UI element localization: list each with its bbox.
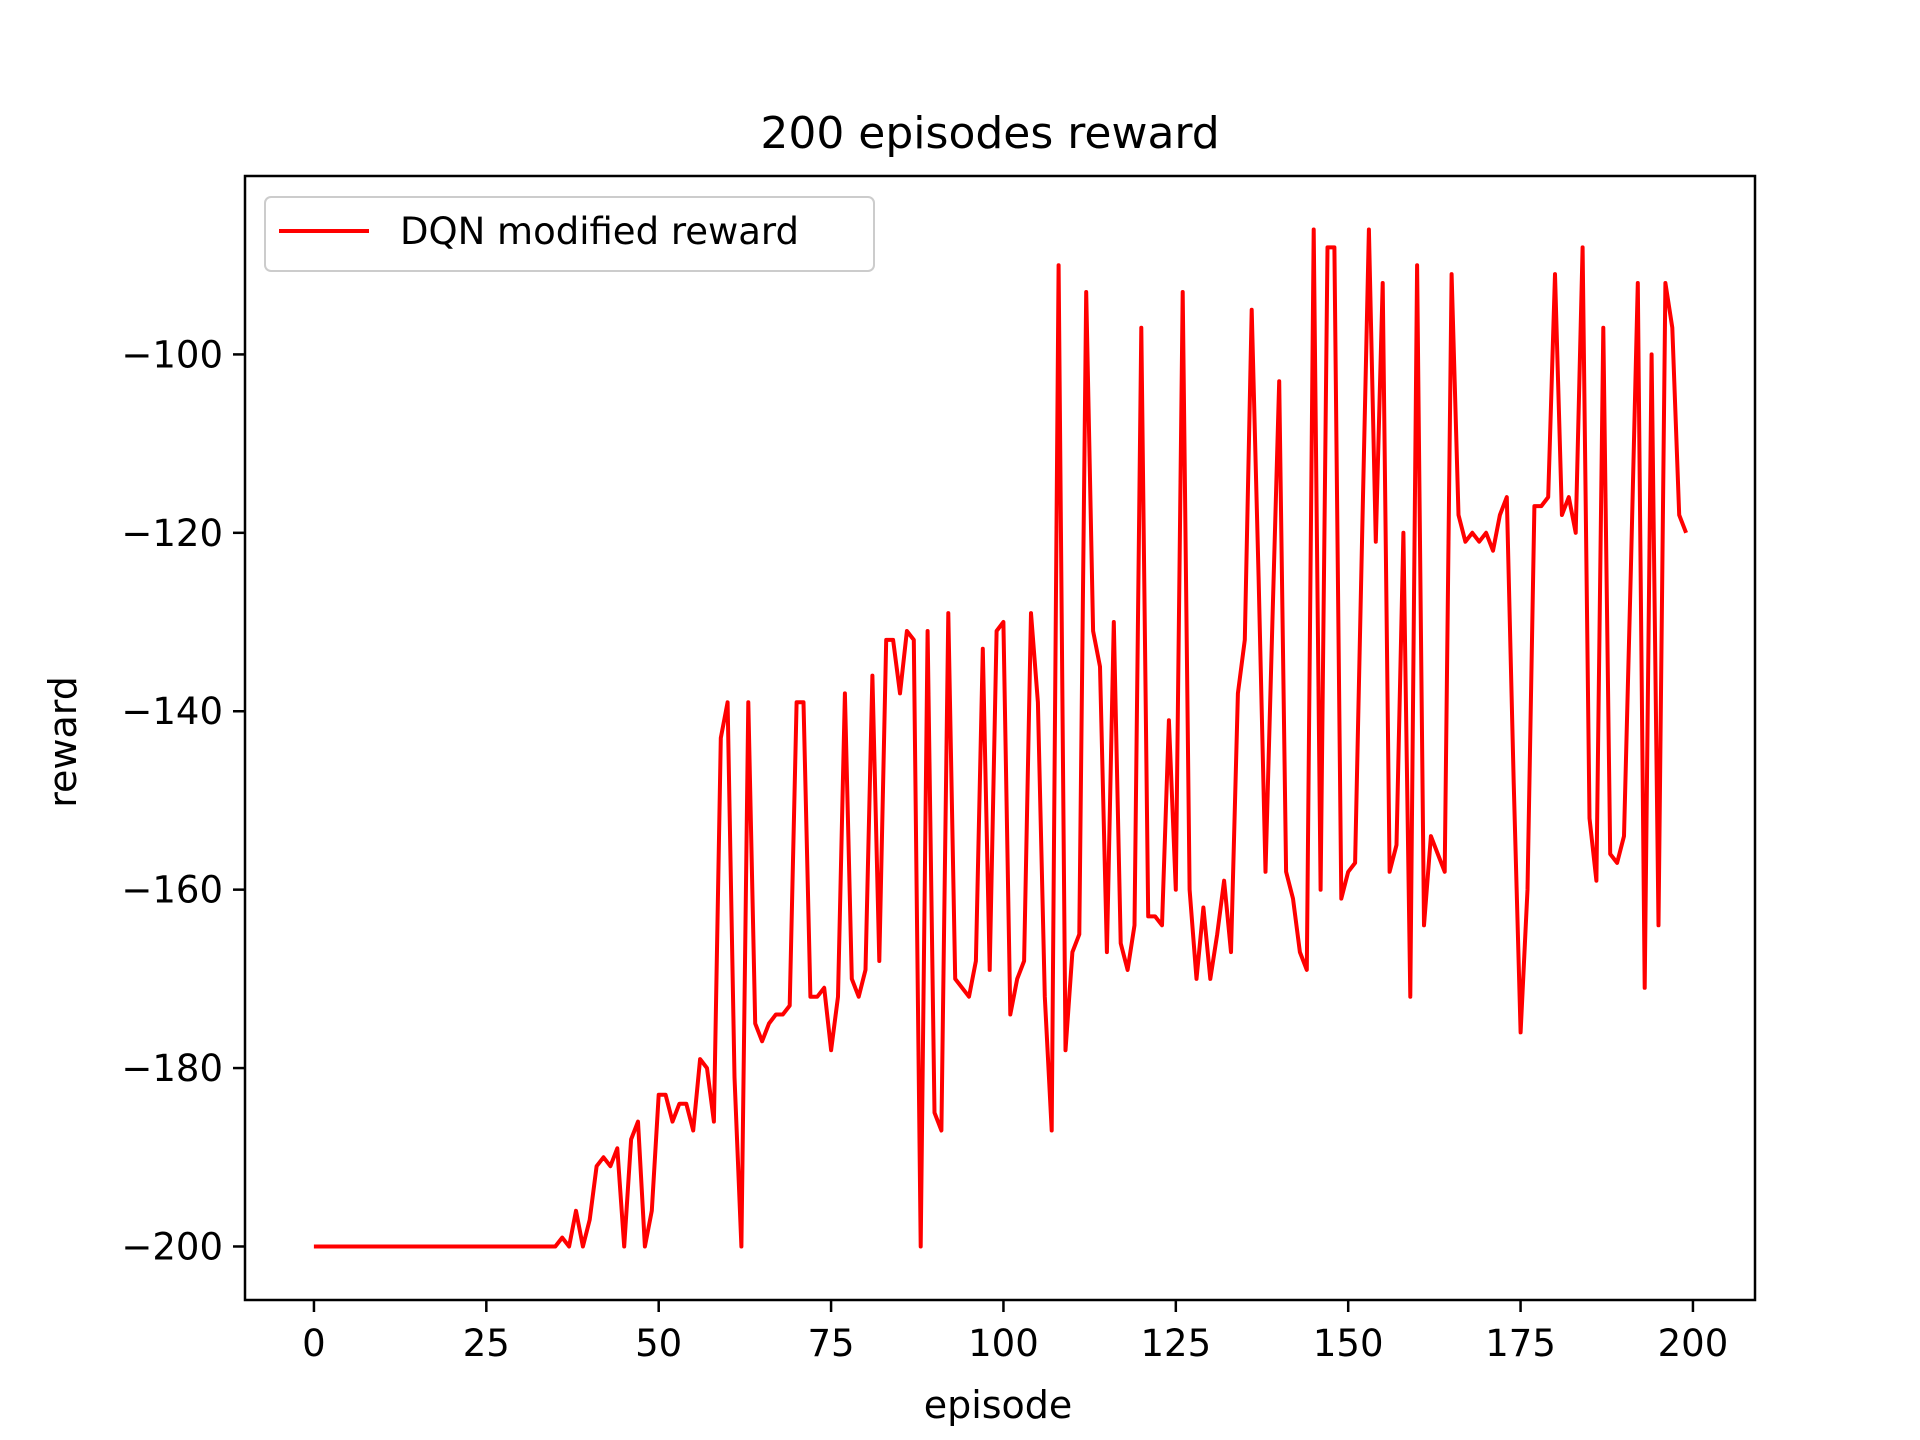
- y-tick-label: −120: [121, 512, 223, 555]
- x-axis-ticks: 0 25 50 75 100 125 150 175 200: [302, 1300, 1728, 1365]
- y-tick-label: −160: [121, 869, 223, 912]
- x-tick-label: 25: [463, 1322, 510, 1365]
- x-axis-label: episode: [924, 1383, 1073, 1427]
- x-tick-label: 175: [1485, 1322, 1556, 1365]
- y-axis-label: reward: [41, 676, 85, 808]
- x-tick-label: 150: [1313, 1322, 1384, 1365]
- x-tick-label: 200: [1658, 1322, 1729, 1365]
- y-tick-label: −180: [121, 1047, 223, 1090]
- y-tick-label: −100: [121, 333, 223, 376]
- plot-area: [313, 227, 1688, 1249]
- x-tick-label: 100: [968, 1322, 1039, 1365]
- chart-title: 200 episodes reward: [760, 108, 1219, 159]
- y-tick-label: −140: [121, 690, 223, 733]
- x-tick-label: 50: [635, 1322, 682, 1365]
- legend: DQN modified reward: [264, 196, 875, 272]
- y-axis-ticks: −100 −120 −140 −160 −180 −200: [121, 333, 245, 1268]
- x-tick-label: 75: [808, 1322, 855, 1365]
- y-tick-label: −200: [121, 1225, 223, 1268]
- legend-label: DQN modified reward: [400, 210, 799, 253]
- x-tick-label: 0: [302, 1322, 326, 1365]
- legend-box: [264, 196, 875, 272]
- axes-frame: [243, 174, 1757, 1302]
- x-tick-label: 125: [1141, 1322, 1212, 1365]
- series-line-0: [313, 227, 1688, 1249]
